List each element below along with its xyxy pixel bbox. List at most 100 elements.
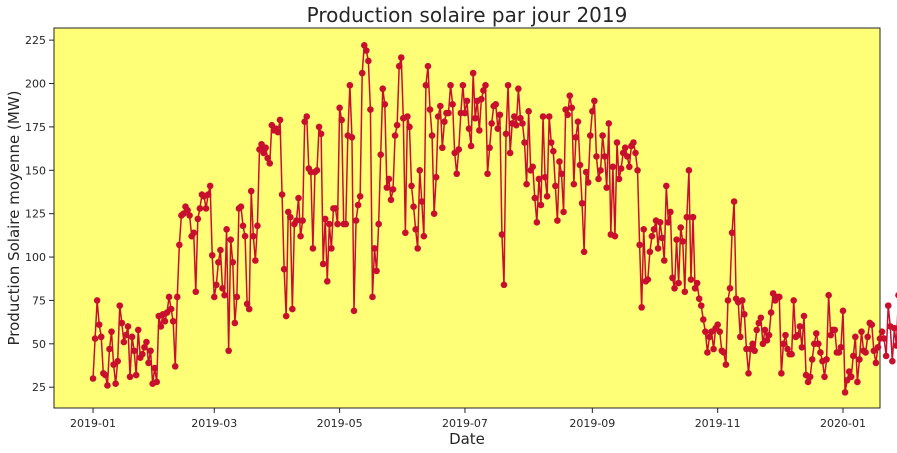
data-point <box>157 323 165 330</box>
data-point <box>605 120 613 127</box>
data-point <box>428 132 436 139</box>
data-point <box>852 333 859 341</box>
data-point <box>496 111 504 119</box>
data-point <box>176 241 183 249</box>
data-point <box>884 302 892 309</box>
data-point <box>352 217 360 224</box>
data-point <box>552 182 559 190</box>
data-point <box>132 371 140 379</box>
data-point <box>289 305 296 313</box>
data-point <box>247 187 255 195</box>
chart-title: Production solaire par jour 2019 <box>307 3 628 27</box>
data-point <box>728 229 736 237</box>
data-point <box>882 352 890 360</box>
data-point <box>383 184 391 191</box>
data-point <box>660 257 668 264</box>
data-point <box>319 260 327 268</box>
data-point <box>893 342 897 349</box>
data-point <box>683 213 691 221</box>
data-point <box>837 343 845 351</box>
data-point <box>484 170 491 178</box>
data-point <box>217 246 224 254</box>
data-point <box>153 378 161 386</box>
data-point <box>252 257 259 264</box>
data-point <box>377 151 385 158</box>
data-point <box>586 132 594 139</box>
data-point <box>611 232 619 240</box>
data-point <box>839 307 847 315</box>
data-point <box>849 352 857 360</box>
data-point <box>229 258 237 266</box>
data-point <box>436 102 444 110</box>
data-point <box>356 193 364 200</box>
data-point <box>441 118 448 125</box>
data-point <box>397 54 405 61</box>
data-point <box>387 196 395 204</box>
data-point <box>755 319 763 327</box>
data-point <box>502 130 510 138</box>
data-point <box>192 288 200 296</box>
data-point <box>796 323 804 330</box>
x-tick-label: 2019-11 <box>695 417 741 430</box>
data-point <box>385 175 393 183</box>
data-point <box>498 231 506 238</box>
data-point <box>184 206 191 214</box>
data-point <box>108 328 115 335</box>
data-point <box>794 331 802 339</box>
data-point <box>739 297 746 304</box>
data-point <box>736 333 744 341</box>
data-point <box>757 314 765 322</box>
data-point <box>589 107 596 115</box>
data-point <box>529 163 537 171</box>
data-point <box>210 293 218 301</box>
data-point <box>817 349 824 356</box>
series-group <box>89 42 897 396</box>
data-point <box>465 125 473 132</box>
data-point <box>891 324 897 332</box>
y-tick-label: 25 <box>32 381 46 394</box>
data-point <box>663 182 670 190</box>
data-point <box>297 232 304 240</box>
data-point <box>488 120 495 127</box>
data-point <box>406 123 413 131</box>
data-point <box>566 92 574 99</box>
x-tick-label: 2019-09 <box>569 417 615 430</box>
data-point <box>513 121 520 129</box>
data-point <box>658 234 666 242</box>
data-point <box>613 139 621 146</box>
data-point <box>323 278 331 285</box>
data-point <box>804 378 812 386</box>
data-point <box>467 142 475 150</box>
data-point <box>654 245 662 252</box>
data-point <box>541 173 549 181</box>
data-point <box>286 213 294 221</box>
data-point <box>763 337 771 344</box>
plot-area <box>53 27 881 409</box>
data-point <box>221 291 228 299</box>
data-point <box>539 113 547 120</box>
data-point <box>868 321 876 329</box>
data-point <box>679 238 687 245</box>
data-point <box>225 347 232 355</box>
data-point <box>650 225 658 233</box>
data-point <box>889 357 896 365</box>
data-point <box>669 274 676 282</box>
data-point <box>560 208 567 216</box>
data-point <box>338 116 345 124</box>
data-point <box>243 300 251 308</box>
data-point <box>284 208 292 216</box>
data-point <box>874 343 882 351</box>
data-point <box>825 291 832 299</box>
data-point <box>227 236 235 243</box>
data-point <box>260 149 267 157</box>
data-point <box>231 319 239 327</box>
data-point <box>815 340 822 348</box>
data-point <box>845 368 853 375</box>
data-point <box>420 232 428 240</box>
data-point <box>691 284 699 292</box>
data-point <box>118 319 126 327</box>
data-point <box>704 349 711 356</box>
data-point <box>276 116 284 124</box>
data-point <box>500 281 508 289</box>
data-point <box>321 215 329 223</box>
